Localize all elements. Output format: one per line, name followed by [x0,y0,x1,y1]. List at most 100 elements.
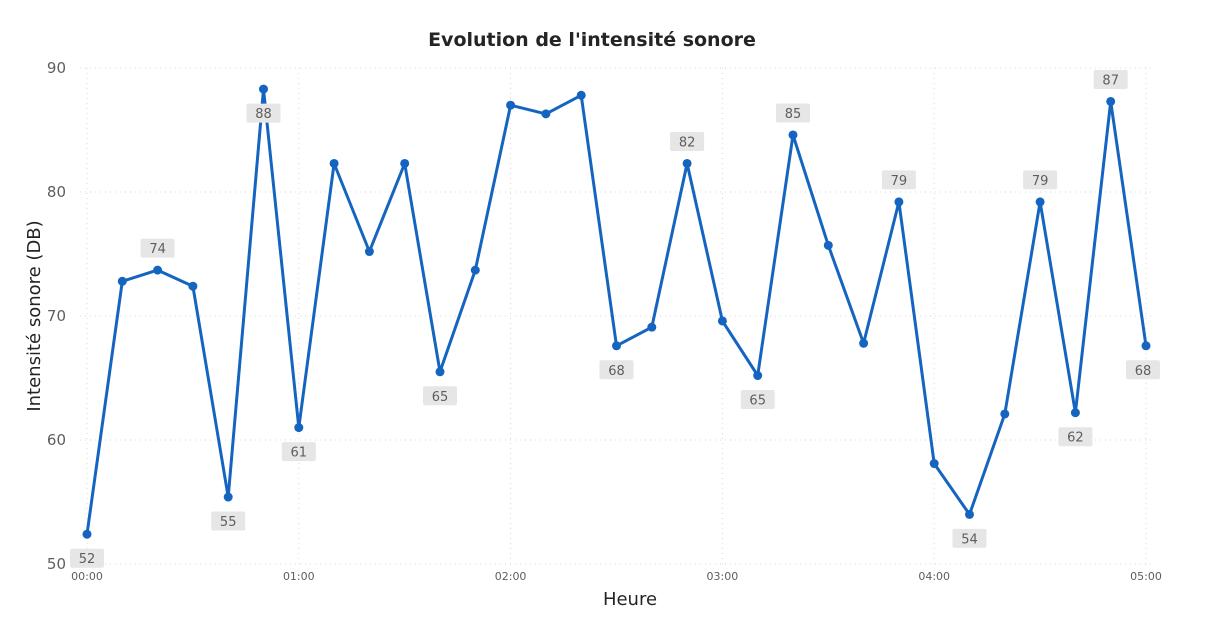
data-label-text: 52 [79,552,96,567]
data-label: 87 [1093,69,1128,89]
data-label: 62 [1058,427,1093,447]
data-point [1000,409,1010,419]
data-point [400,158,410,168]
data-point [259,84,268,94]
data-label: 74 [140,238,175,258]
data-point [612,341,621,351]
data-label-background [776,103,810,123]
data-label-background [952,528,987,548]
data-label: 79 [881,170,916,190]
data-labels: 52 74 55 88 61 65 68 82 65 85 79 54 79 62 87 68 [70,69,1160,568]
data-point [1141,341,1151,351]
x-tick-label: 04:00 [918,570,950,583]
data-label-background [740,390,775,410]
gridlines [80,67,1155,565]
data-label: 85 [776,103,810,123]
data-point [329,158,339,168]
data-label-background [140,238,175,258]
x-tick-label: 03:00 [707,570,739,583]
y-tick-label: 70 [47,307,66,325]
data-label: 55 [211,511,246,531]
data-point [965,509,974,519]
y-tick-label: 60 [47,431,66,449]
data-label-text: 88 [255,107,272,122]
data-label-text: 79 [1032,174,1049,189]
data-point [929,459,939,469]
data-point [82,529,92,539]
data-point [506,100,516,110]
data-label-text: 68 [608,364,625,379]
data-label-background [1058,427,1093,447]
data-point [753,371,763,381]
data-label: 54 [952,528,987,548]
data-label-text: 85 [785,107,802,122]
data-label-text: 65 [432,390,449,405]
data-label-background [211,511,246,531]
x-tick-label: 00:00 [71,570,103,583]
x-tick-label: 05:00 [1130,570,1162,583]
data-label-background [281,442,316,462]
data-label-background [1126,360,1160,380]
data-label-background [246,103,281,123]
data-label: 65 [423,386,457,406]
data-label-background [423,386,457,406]
x-tick-label: 01:00 [283,570,315,583]
data-point [576,90,586,100]
data-label-text: 55 [220,515,237,530]
data-label-text: 54 [961,532,978,547]
data-label-text: 68 [1135,364,1152,379]
data-label-text: 62 [1067,431,1084,446]
data-label-text: 79 [891,174,908,189]
data-label-background [70,548,104,568]
y-axis-ticks: 50 60 70 80 90 [47,59,66,573]
data-label-background [670,131,705,151]
data-point [117,276,127,286]
series [82,84,1151,539]
y-tick-label: 50 [47,555,66,573]
data-label: 52 [70,548,104,568]
data-label-text: 82 [679,135,696,150]
data-point [1070,408,1080,418]
data-label: 79 [1023,170,1058,190]
data-label-background [1093,69,1128,89]
data-point [894,197,904,207]
data-point [188,281,198,291]
data-label: 61 [281,442,316,462]
data-point [647,322,657,332]
data-point [153,265,163,275]
x-axis-ticks: 00:00 01:00 02:00 03:00 04:00 05:00 [71,570,1162,583]
data-label: 68 [1126,360,1160,380]
data-point [294,423,304,433]
data-point [435,367,445,377]
data-point [717,316,727,326]
data-point [788,130,798,140]
y-axis-title: Intensité sonore (DB) [24,220,45,411]
data-label-text: 65 [749,394,766,409]
data-point [470,265,480,275]
y-tick-label: 80 [47,183,66,201]
data-label: 82 [670,131,705,151]
data-label-background [881,170,916,190]
data-point [1106,96,1116,106]
data-point [541,109,551,119]
data-label-text: 74 [149,242,166,257]
chart-title: Evolution de l'intensité sonore [428,29,756,51]
data-label-text: 87 [1102,73,1119,88]
x-axis-title: Heure [603,589,657,610]
series-line [85,87,1148,535]
data-point [823,240,833,250]
data-label: 68 [599,360,634,380]
x-tick-label: 02:00 [495,570,527,583]
data-point [1035,197,1045,207]
data-label: 88 [246,103,281,123]
data-point [223,492,233,502]
data-label-text: 61 [291,446,308,461]
data-point [682,158,692,168]
data-point [859,338,869,348]
data-label-background [1023,170,1058,190]
data-point [364,247,374,257]
y-tick-label: 90 [47,59,66,77]
data-label: 65 [740,390,775,410]
